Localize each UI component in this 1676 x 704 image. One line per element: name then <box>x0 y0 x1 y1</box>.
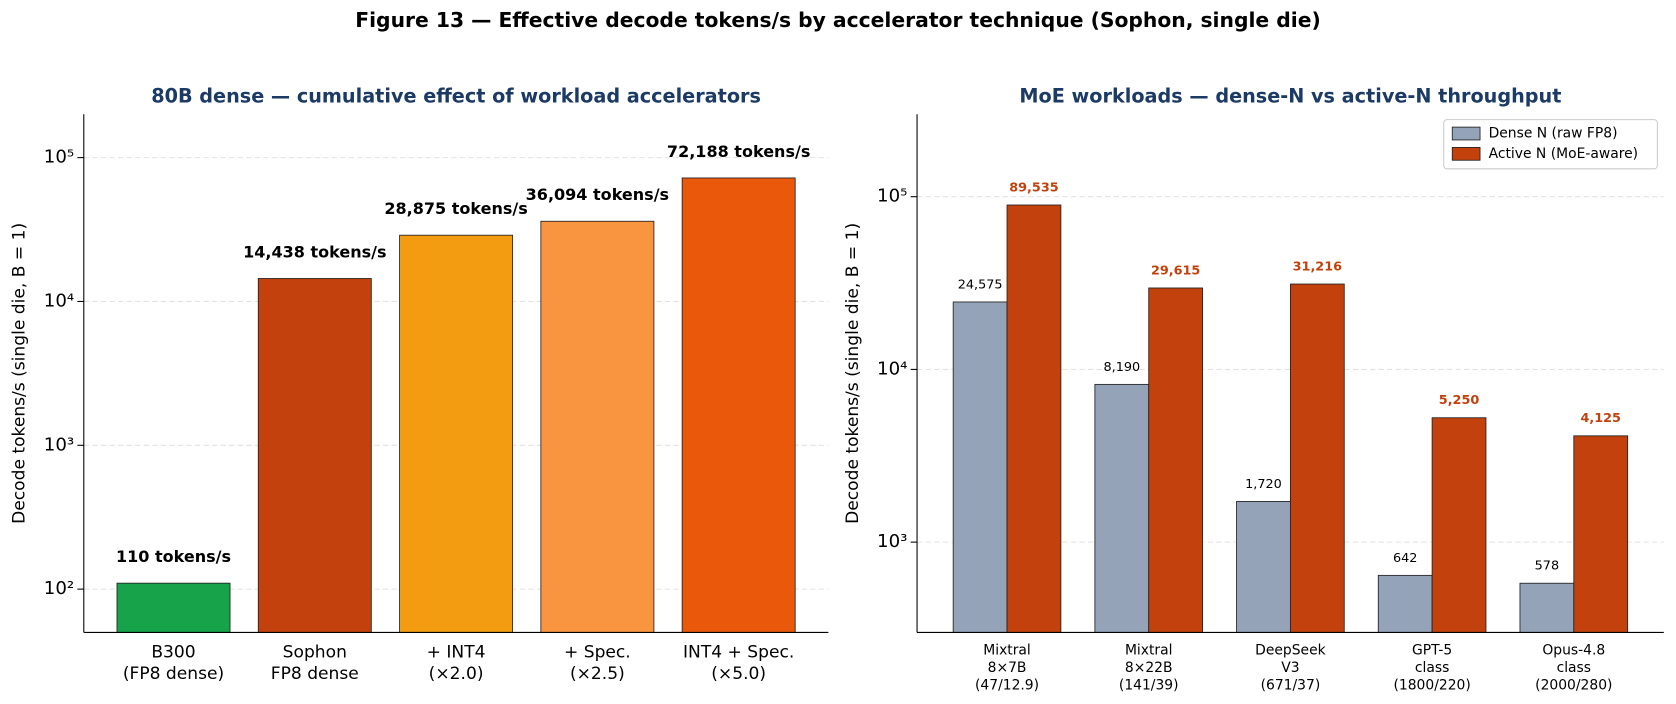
legend-label: Active N (MoE-aware) <box>1489 146 1638 162</box>
bar <box>257 278 372 633</box>
value-label: 5,250 <box>1439 393 1480 408</box>
value-label: 28,875 tokens/s <box>384 199 527 218</box>
x-tick-label: + Spec. (×2.5) <box>564 643 631 684</box>
legend-swatch <box>1451 126 1481 141</box>
bar <box>399 234 514 633</box>
value-label: 29,615 <box>1151 263 1200 278</box>
x-tick-label: DeepSeek V3 (671/37) <box>1255 643 1325 694</box>
bar <box>1573 435 1629 633</box>
value-label: 31,216 <box>1293 259 1342 274</box>
bar <box>1431 417 1487 633</box>
bar <box>1289 283 1345 633</box>
bar <box>116 582 231 633</box>
bar <box>1148 287 1203 633</box>
value-label: 578 <box>1535 559 1559 574</box>
bar <box>1006 204 1062 633</box>
x-tick-label: Mixtral 8×7B (47/12.9) <box>975 643 1039 694</box>
x-tick-label: INT4 + Spec. (×5.0) <box>683 643 794 684</box>
panel-title: 80B dense — cumulative effect of workloa… <box>151 85 761 108</box>
x-tick-label: Opus-4.8 class (2000/280) <box>1535 643 1612 694</box>
y-tick-label: 10⁴ <box>877 358 907 379</box>
panel-title: MoE workloads — dense-N vs active-N thro… <box>1019 85 1561 108</box>
y-tick-label: 10⁵ <box>44 147 74 168</box>
value-label: 14,438 tokens/s <box>243 242 386 261</box>
x-tick-label: + INT4 (×2.0) <box>427 643 486 684</box>
bar <box>1519 582 1575 633</box>
bar <box>1094 383 1150 633</box>
legend-swatch <box>1451 146 1481 161</box>
y-axis-label: Decode tokens/s (single die, B = 1) <box>10 223 30 524</box>
value-label: 89,535 <box>1009 180 1058 195</box>
bar <box>540 220 655 633</box>
x-tick-label: B300 (FP8 dense) <box>123 643 224 684</box>
y-tick-label: 10⁵ <box>877 186 907 207</box>
y-tick-label: 10² <box>44 578 74 599</box>
x-tick-label: Mixtral 8×22B (141/39) <box>1119 643 1179 694</box>
x-tick-label: Sophon FP8 dense <box>271 643 359 684</box>
value-label: 642 <box>1393 551 1417 566</box>
value-label: 24,575 <box>958 277 1003 292</box>
legend-box <box>1443 119 1658 170</box>
y-axis-label: Decode tokens/s (single die, B = 1) <box>843 223 863 524</box>
value-label: 110 tokens/s <box>116 547 231 566</box>
value-label: 4,125 <box>1580 411 1621 426</box>
value-label: 36,094 tokens/s <box>526 185 669 204</box>
bar <box>681 177 796 633</box>
value-label: 1,720 <box>1245 477 1282 492</box>
bar <box>1377 574 1433 633</box>
value-label: 72,188 tokens/s <box>667 142 810 161</box>
legend-label: Dense N (raw FP8) <box>1489 126 1618 142</box>
y-tick-label: 10³ <box>877 531 907 552</box>
figure-title: Figure 13 — Effective decode tokens/s by… <box>355 8 1320 32</box>
x-tick-label: GPT-5 class (1800/220) <box>1393 643 1470 694</box>
y-tick-label: 10⁴ <box>44 290 74 311</box>
value-label: 8,190 <box>1103 360 1140 375</box>
bar <box>1236 501 1291 633</box>
y-tick-label: 10³ <box>44 434 74 455</box>
bar <box>952 301 1008 633</box>
